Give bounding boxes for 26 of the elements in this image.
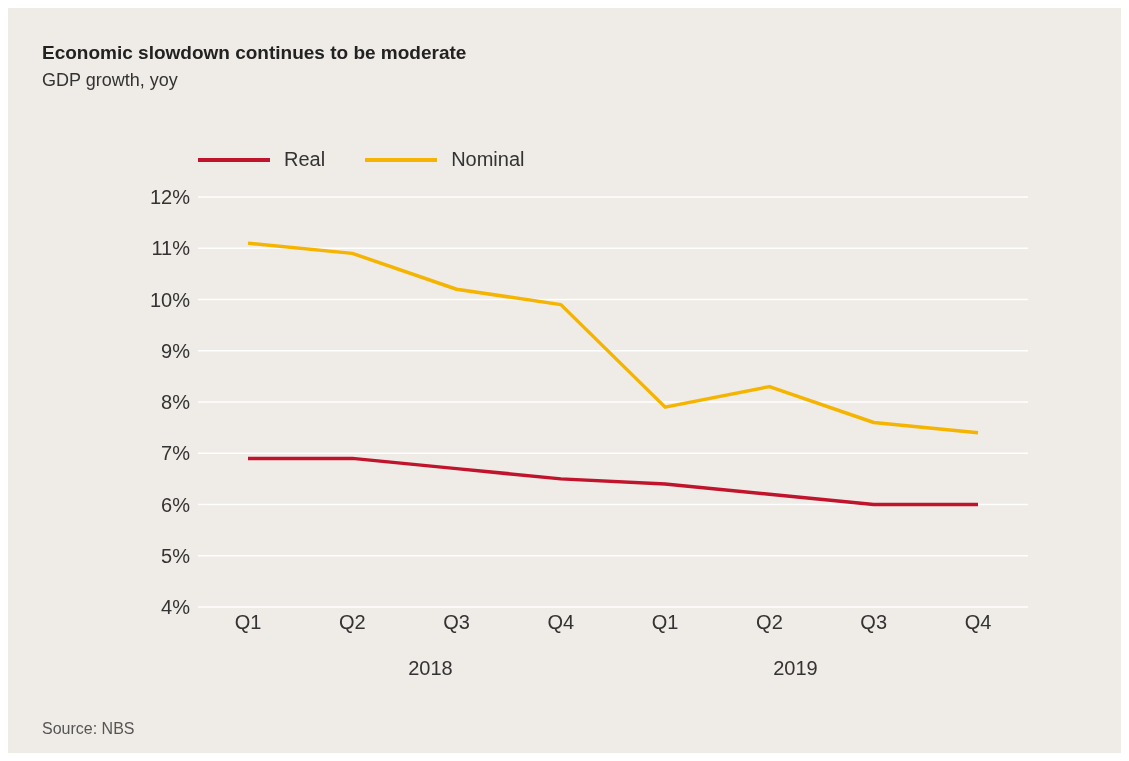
x-tick-label: Q2 [338,611,366,634]
chart-subtitle: GDP growth, yoy [42,70,178,91]
x-tick-label: Q3 [443,611,470,634]
line-series [246,241,980,435]
chart-title: Economic slowdown continues to be moderate [42,42,467,64]
x-tick-label: Q4 [964,611,992,634]
text: 2018 [407,657,454,680]
y-tick-label: 12% [149,186,191,209]
y-tick-label: 5% [161,544,191,567]
y-tick-label: 8% [161,391,191,414]
y-tick-label: 6% [161,493,191,516]
line-series [246,456,980,507]
x-tick-label: Q3 [860,611,888,634]
x-tick-label: Q1 [651,611,679,634]
text: 2019 [772,657,819,680]
y-tick-label: 11% [151,237,191,260]
y-tick-label: 9% [161,339,191,362]
x-tick-label: Q2 [756,611,783,634]
y-tick-label: 7% [161,442,191,465]
legend-label: Nominal [451,148,525,171]
x-tick-label: Q1 [234,611,262,634]
x-tick-label: Q4 [547,611,575,634]
y-tick-label: 4% [161,596,191,619]
source-note: Source: NBS [42,720,135,738]
y-tick-label: 10% [149,288,191,311]
legend-label: Real [284,148,326,171]
